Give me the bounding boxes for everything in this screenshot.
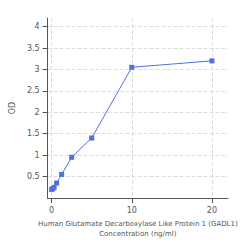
svg-text:1: 1	[35, 151, 40, 160]
svg-text:3: 3	[35, 65, 40, 74]
svg-text:3.5: 3.5	[27, 44, 40, 53]
svg-text:2: 2	[35, 108, 40, 117]
svg-text:Concentration (ng/ml): Concentration (ng/ml)	[99, 230, 176, 238]
svg-text:0.5: 0.5	[27, 172, 40, 181]
svg-text:2.5: 2.5	[27, 86, 40, 95]
svg-text:OD: OD	[8, 102, 17, 114]
svg-text:4: 4	[35, 22, 40, 31]
svg-text:Human Glutamate Decarboxylase: Human Glutamate Decarboxylase Like Prote…	[38, 220, 238, 228]
svg-text:1.5: 1.5	[27, 129, 40, 138]
svg-text:20: 20	[207, 206, 217, 215]
svg-text:10: 10	[127, 206, 137, 215]
svg-text:0: 0	[49, 206, 54, 215]
